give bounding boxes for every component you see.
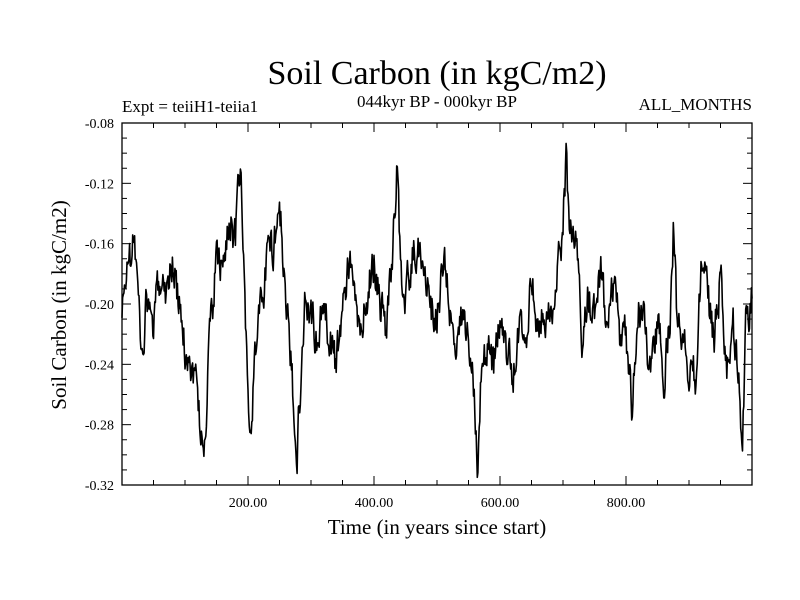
soil-carbon-series-line (121, 142, 753, 479)
y-axis-label: Soil Carbon (in kgC/m2) (47, 200, 71, 409)
x-tick-label: 200.00 (229, 496, 268, 511)
y-tick-label: -0.16 (85, 238, 114, 253)
months-label: ALL_MONTHS (639, 95, 752, 114)
x-tick-label: 800.00 (607, 496, 646, 511)
y-tick-label: -0.12 (85, 177, 114, 192)
chart-title: Soil Carbon (in kgC/m2) (267, 55, 606, 92)
y-tick-label: -0.08 (85, 117, 114, 132)
y-tick-label: -0.28 (85, 419, 114, 434)
y-tick-label: -0.24 (85, 358, 114, 373)
tick-labels: -0.08 -0.12 -0.16 -0.20 -0.24 -0.28 -0.32 200.0… (85, 117, 645, 511)
period-label: 044kyr BP - 000kyr BP (357, 92, 517, 111)
y-tick-label: -0.32 (85, 479, 114, 494)
experiment-label: Expt = teiiH1-teiia1 (122, 97, 258, 116)
x-axis-label: Time (in years since start) (328, 515, 547, 539)
y-tick-label: -0.20 (85, 298, 114, 313)
plot-area (121, 142, 753, 479)
x-tick-label: 600.00 (481, 496, 520, 511)
x-tick-label: 400.00 (355, 496, 394, 511)
